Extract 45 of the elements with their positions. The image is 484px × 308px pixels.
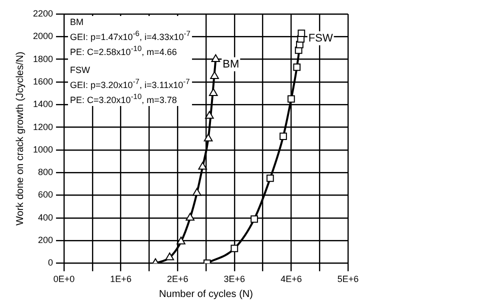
y-tick-label: 1400 (32, 99, 54, 110)
annotation: FSW (308, 32, 334, 44)
x-tick-label: 4E+6 (280, 274, 302, 284)
point (211, 54, 220, 62)
y-tick-label: 1200 (32, 122, 54, 132)
annotation: PE: C=2.58x10$^{-10}$, m=4.66 (70, 43, 178, 58)
point (205, 110, 214, 119)
point (210, 71, 219, 80)
point (250, 215, 258, 223)
point (280, 132, 287, 140)
point (165, 252, 174, 260)
y-tick-label: 1000 (32, 144, 54, 154)
y-tick-label: 400 (38, 212, 54, 222)
annotation: BM (70, 16, 85, 28)
point (293, 64, 301, 71)
annotation: GEI: p=1.47x10$^{-6}$, i=4.33x10$^{-7}$ (70, 28, 190, 43)
annotation: GEI: p=3.20x10$^{-7}$, i=3.11x10$^{-7}$ (70, 76, 190, 91)
x-tick-label: 3E+6 (224, 274, 246, 284)
y-tick-label: 0 (48, 258, 54, 268)
x-tick-label: 1E+6 (110, 274, 132, 284)
y-tick-label: 2000 (32, 31, 54, 42)
annotation: BM (222, 58, 240, 70)
x-tick-label: 5E+6 (337, 274, 359, 284)
y-axis-title: Work done on crack growth (Jcycles/N) (14, 52, 26, 226)
y-tick-label: 800 (38, 167, 54, 178)
point (192, 188, 202, 196)
y-tick-label: 1800 (32, 54, 54, 64)
annotation: FSW (70, 64, 92, 76)
point (288, 95, 295, 103)
point (198, 162, 207, 170)
y-tick-label: 1600 (32, 76, 54, 86)
point (266, 174, 274, 182)
point (230, 244, 238, 252)
y-tick-label: 200 (38, 235, 54, 246)
x-tick-label: 2E+6 (166, 274, 188, 284)
point (176, 236, 186, 244)
point (208, 88, 218, 96)
point (186, 212, 195, 221)
x-tick-label: 0E+0 (53, 274, 75, 284)
point (298, 30, 306, 37)
point (204, 134, 213, 142)
x-axis-title: Number of cycles (N) (159, 288, 253, 300)
y-tick-label: 2200 (32, 8, 54, 18)
y-tick-label: 600 (38, 190, 54, 200)
annotation: PE: C=3.20x10$^{-10}$, m=3.78 (70, 91, 178, 106)
